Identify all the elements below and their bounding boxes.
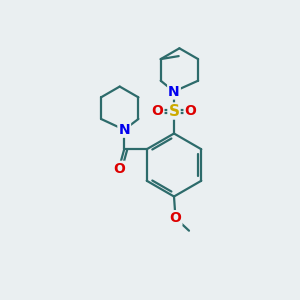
Text: O: O (184, 104, 196, 118)
Text: O: O (169, 211, 181, 225)
Text: S: S (169, 103, 179, 118)
Text: O: O (152, 104, 164, 118)
Text: N: N (118, 123, 130, 137)
Text: N: N (168, 85, 180, 98)
Text: O: O (113, 162, 125, 176)
